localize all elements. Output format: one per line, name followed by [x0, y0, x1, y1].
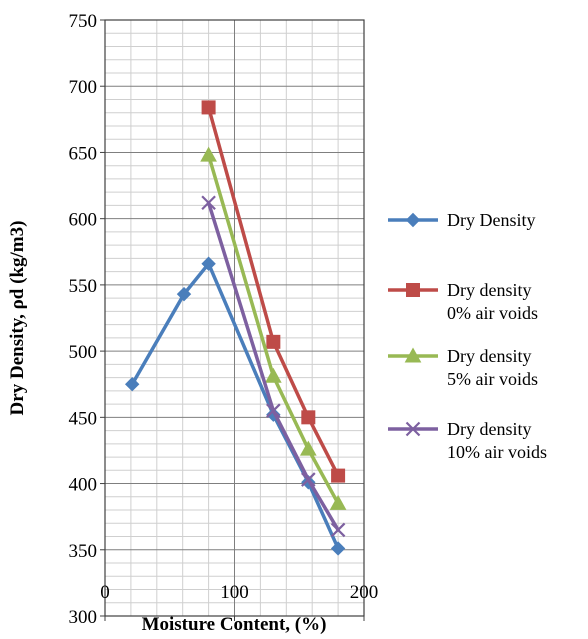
data-point-marker-stroke: [266, 403, 281, 418]
y-tick-label: 500: [69, 342, 98, 363]
series-4: [201, 195, 346, 538]
data-point-marker: [265, 367, 282, 383]
data-point-marker-stroke: [301, 472, 316, 487]
legend-marker: [404, 347, 422, 363]
data-point-marker: [176, 286, 192, 302]
data-point-marker: [299, 440, 317, 456]
y-axis-title: Dry Density, ρd (kg/m3): [7, 221, 28, 416]
legend-entry-2: Dry density 0% air voids: [388, 280, 538, 323]
data-point-marker: [266, 403, 281, 418]
series-line: [206, 201, 340, 532]
series-line: [130, 261, 340, 551]
legend-label: 0% air voids: [447, 303, 538, 323]
legend-marker: [405, 212, 421, 228]
y-tick-label: 300: [69, 607, 98, 628]
data-point-marker: [201, 256, 216, 271]
y-axis-tick-labels: 300 350 400 450 500 550 600 650 700 750: [69, 11, 98, 628]
data-point-marker: [301, 472, 316, 487]
data-point-marker-stroke: [201, 195, 216, 211]
legend-entry-3: Dry density 5% air voids: [388, 346, 538, 389]
data-point-marker: [330, 522, 346, 538]
y-tick-label: 400: [69, 475, 98, 496]
series-2: [201, 100, 346, 483]
data-point-marker: [329, 494, 347, 510]
x-axis-tick-labels: 0 100 200: [100, 582, 378, 603]
x-tick-label: 200: [350, 582, 379, 603]
y-tick-label: 650: [69, 143, 98, 164]
x-axis-title: Moisture Content, (%): [142, 614, 327, 635]
data-point-marker: [301, 410, 316, 425]
data-point-marker: [331, 468, 346, 483]
x-tick-label: 0: [100, 582, 110, 603]
major-gridlines: [105, 20, 364, 616]
data-point-marker: [201, 195, 216, 211]
plot-frame: [100, 19, 365, 621]
legend-label: Dry density: [447, 419, 532, 439]
data-point-marker: [201, 100, 216, 115]
series-line: [206, 153, 340, 506]
legend-marker-stroke: [405, 421, 421, 437]
data-point-marker: [200, 146, 217, 162]
legend-label: Dry density: [447, 280, 532, 300]
legend-label: Dry density: [447, 346, 532, 366]
y-tick-label: 450: [69, 408, 98, 429]
legend-label: 10% air voids: [447, 442, 547, 462]
y-tick-label: 550: [69, 276, 98, 297]
data-point-marker-stroke: [330, 522, 346, 538]
data-point-marker: [266, 334, 281, 349]
legend-marker: [405, 421, 421, 437]
data-point-marker: [124, 377, 140, 392]
x-tick-label: 100: [220, 582, 249, 603]
series-layer: [124, 100, 347, 556]
y-tick-label: 350: [69, 541, 98, 562]
legend-label: Dry Density: [447, 210, 536, 230]
legend-entry-4: Dry density 10% air voids: [388, 419, 547, 462]
legend-entry-1: Dry Density: [388, 210, 536, 230]
data-point-marker: [330, 541, 346, 556]
legend-marker: [406, 283, 420, 297]
series-3: [200, 146, 347, 510]
y-tick-label: 600: [69, 210, 98, 231]
y-tick-label: 700: [69, 77, 98, 98]
legend-label: 5% air voids: [447, 369, 538, 389]
y-tick-label: 750: [69, 11, 98, 32]
series-line: [206, 105, 340, 478]
